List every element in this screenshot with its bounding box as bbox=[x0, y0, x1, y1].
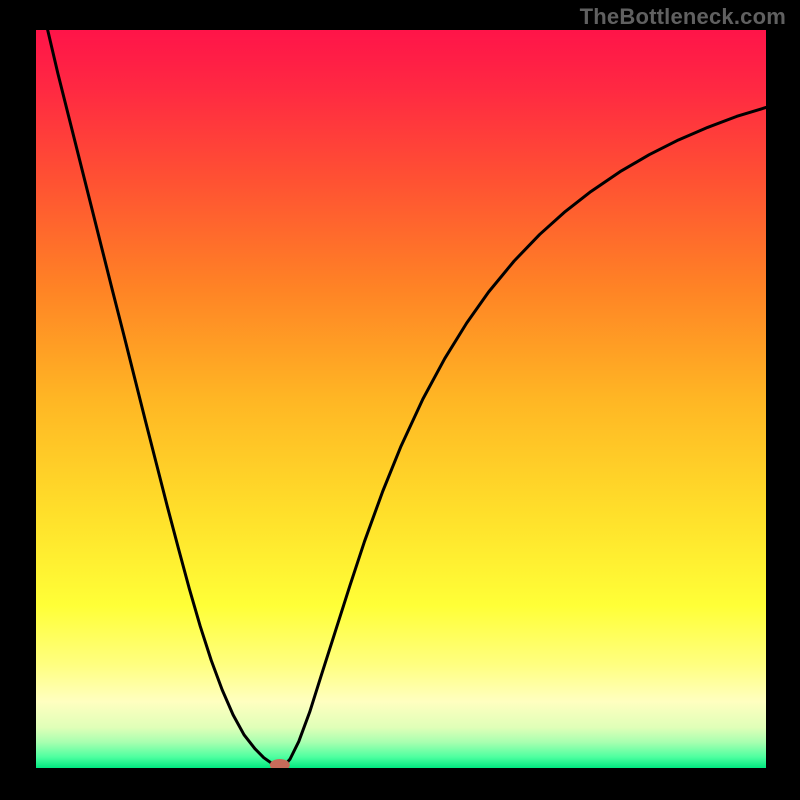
bottleneck-chart bbox=[36, 30, 766, 768]
chart-background bbox=[36, 30, 766, 768]
watermark-text: TheBottleneck.com bbox=[580, 4, 786, 30]
chart-container: TheBottleneck.com bbox=[0, 0, 800, 800]
